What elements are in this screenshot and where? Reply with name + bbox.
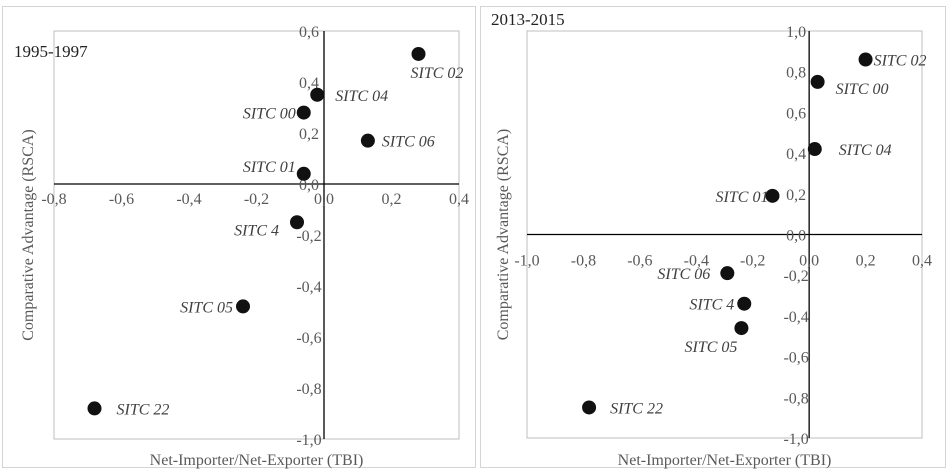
y-tick-label: -0,4 — [296, 279, 321, 296]
data-point — [737, 296, 752, 311]
y-tick-label: 0,2 — [786, 187, 806, 204]
x-tick-label: -0,6 — [627, 253, 652, 270]
x-tick-label: -0,4 — [684, 253, 709, 270]
data-point — [807, 142, 822, 157]
x-axis-label: Net-Importer/Net-Exporter (TBI) — [150, 452, 364, 469]
y-tick-label: -0,4 — [783, 309, 808, 326]
y-tick-label: -0,2 — [296, 228, 321, 245]
data-point-label: SITC 00 — [243, 106, 296, 123]
data-point-label: SITC 06 — [382, 134, 435, 151]
data-point — [296, 105, 311, 120]
x-tick-label: 0,2 — [856, 253, 876, 270]
data-point-label: SITC 01 — [243, 159, 296, 176]
chart-panel-1995-1997: -0,8 -0,6 -0,4 -0,2 0,0 0,2 0,4 -1,0 -0,8 -0,6 -0,… — [2, 6, 476, 469]
y-tick-label: 1,0 — [786, 24, 806, 41]
data-point — [411, 46, 426, 61]
data-point-label: SITC 22 — [610, 400, 663, 417]
y-tick-label: 0,6 — [786, 105, 806, 122]
y-tick-label: -1,0 — [783, 431, 808, 448]
x-tick-label: -0,2 — [740, 253, 765, 270]
data-point-label: SITC 01 — [716, 189, 769, 206]
data-point — [360, 133, 375, 148]
y-tick-label: -0,8 — [783, 390, 808, 407]
chart-panel-2013-2015: -1,0 -0,8 -0,6 -0,4 -0,2 0,0 0,2 0,4 -1,0 -0,8 -0,… — [480, 6, 946, 469]
data-point — [810, 74, 825, 89]
data-point — [290, 215, 304, 230]
data-point — [734, 321, 749, 336]
data-point — [720, 266, 735, 281]
x-tick-label: -0,8 — [41, 191, 66, 208]
y-axis-label: Comparative Advantage (RSCA) — [20, 129, 37, 341]
data-point-label: SITC 4 — [689, 297, 734, 314]
data-point-label: SITC 02 — [411, 65, 464, 82]
y-tick-label: 0,0 — [786, 228, 806, 245]
y-tick-label: 0,0 — [299, 177, 319, 194]
scatter-chart-1995-1997: -0,8 -0,6 -0,4 -0,2 0,0 0,2 0,4 -1,0 -0,8 -0,6 -0,… — [14, 24, 469, 469]
x-tick-label: -1,0 — [514, 253, 539, 270]
data-point-label: SITC 04 — [839, 142, 892, 159]
data-point — [236, 299, 250, 314]
y-tick-label: 0,8 — [786, 65, 806, 82]
y-tick-label: -0,6 — [296, 330, 321, 347]
plot-area-frame — [53, 30, 460, 440]
x-tick-label: -0,8 — [571, 253, 596, 270]
y-axis-label: Comparative Advantage (RSCA) — [495, 129, 512, 341]
data-point-label: SITC 4 — [234, 222, 279, 239]
data-point-label: SITC 06 — [657, 266, 710, 283]
data-point — [582, 400, 597, 415]
data-point-label: SITC 22 — [117, 401, 170, 418]
data-point — [765, 188, 780, 203]
data-point-label: SITC 05 — [685, 339, 738, 356]
x-tick-label: -0,6 — [109, 191, 134, 208]
y-tick-label: -0,6 — [783, 350, 808, 367]
data-point — [87, 401, 102, 416]
y-tick-label: -0,8 — [296, 381, 321, 398]
chart-title: 2013-2015 — [491, 10, 565, 29]
data-point-label: SITC 02 — [874, 52, 927, 69]
data-point — [296, 166, 311, 181]
y-tick-label: 0,2 — [299, 126, 319, 143]
scatter-chart-2013-2015: -1,0 -0,8 -0,6 -0,4 -0,2 0,0 0,2 0,4-1,0-0,8-0,… — [491, 10, 932, 469]
y-tick-label: -0,2 — [783, 268, 808, 285]
y-tick-label: 0,4 — [299, 75, 319, 92]
data-point-label: SITC 05 — [180, 299, 233, 316]
x-tick-label: -0,2 — [244, 191, 269, 208]
y-tick-label: 0,4 — [786, 146, 806, 163]
x-tick-label: -0,4 — [176, 191, 201, 208]
x-tick-label: 0,4 — [449, 191, 469, 208]
y-tick-label: 0,6 — [299, 24, 319, 41]
chart-title: 1995-1997 — [14, 42, 88, 61]
x-tick-label: 0,0 — [799, 253, 819, 270]
x-axis-label: Net-Importer/Net-Exporter (TBI) — [618, 452, 832, 469]
y-tick-label: -1,0 — [296, 432, 321, 449]
x-tick-label: 0,2 — [382, 191, 402, 208]
x-tick-label: 0,4 — [912, 253, 932, 270]
data-point-label: SITC 00 — [836, 81, 889, 98]
data-point-label: SITC 04 — [335, 88, 388, 105]
x-tick-label: 0,0 — [314, 191, 334, 208]
data-point — [310, 87, 325, 102]
data-point — [858, 52, 873, 67]
